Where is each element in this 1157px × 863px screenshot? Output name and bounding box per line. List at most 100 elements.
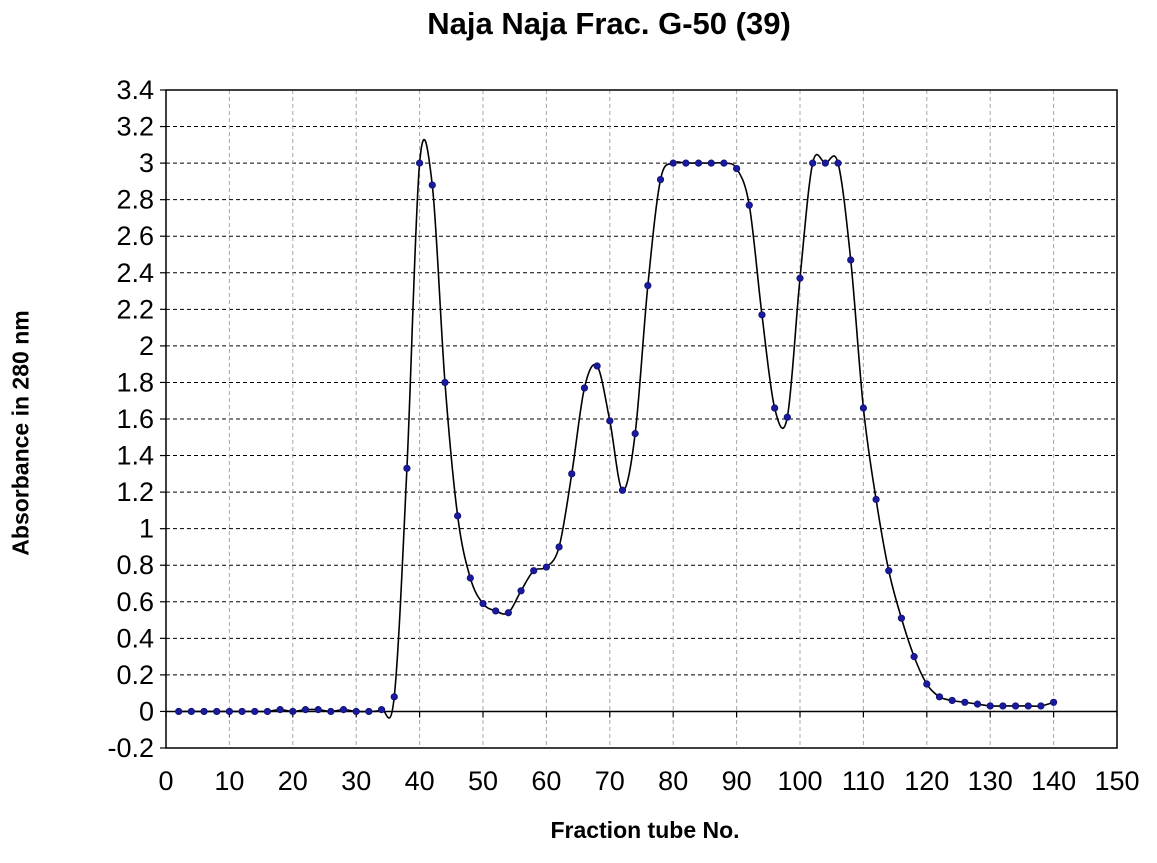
x-tick-label: 10	[214, 766, 244, 796]
series-line-group	[178, 138, 1054, 719]
y-tick-label: 0.4	[116, 623, 154, 653]
data-point	[758, 311, 766, 319]
chart-title: Naja Naja Frac. G-50 (39)	[427, 6, 791, 41]
data-point	[593, 362, 601, 370]
data-point	[251, 707, 259, 716]
y-tick-label: 1	[139, 514, 154, 544]
data-point	[809, 159, 817, 167]
data-point	[897, 614, 906, 622]
data-point	[403, 464, 411, 472]
data-point	[454, 512, 462, 520]
x-tick-label: 130	[968, 766, 1013, 796]
y-tick-label: 0	[139, 696, 154, 726]
data-point	[618, 486, 627, 494]
x-tick-label: 70	[595, 766, 625, 796]
x-tick-label: 120	[904, 766, 949, 796]
data-point	[948, 696, 956, 705]
data-point	[238, 707, 246, 716]
data-point	[415, 159, 424, 167]
y-tick-label: 3	[139, 148, 154, 178]
data-point	[530, 567, 538, 575]
y-tick-label: 1.6	[116, 404, 154, 434]
y-tick-label: 0.6	[116, 587, 154, 617]
data-point	[834, 159, 842, 167]
data-point	[999, 702, 1007, 710]
data-point	[314, 706, 322, 714]
data-point	[935, 693, 944, 701]
data-point	[796, 274, 804, 282]
y-tick-label: 1.8	[116, 367, 154, 397]
x-tick-label: 150	[1094, 766, 1139, 796]
y-tick-label: 1.2	[116, 477, 154, 507]
y-tick-label: 3.4	[116, 75, 154, 105]
x-tick-label: 60	[531, 766, 561, 796]
x-tick-label: 40	[405, 766, 435, 796]
data-point	[694, 159, 703, 167]
data-point	[555, 543, 563, 551]
data-point	[365, 707, 373, 716]
tick-labels: -0.200.20.40.60.811.21.41.61.822.22.42.6…	[107, 75, 1139, 796]
data-point	[771, 404, 779, 412]
data-point	[213, 707, 221, 716]
data-point	[492, 607, 500, 615]
data-point	[1037, 702, 1045, 710]
y-tick-label: 2.6	[116, 221, 154, 251]
data-point	[682, 159, 690, 167]
data-point	[821, 159, 829, 167]
y-tick-label: 0.2	[116, 660, 154, 690]
data-point	[1011, 702, 1020, 710]
data-point	[732, 164, 741, 173]
data-point	[479, 600, 487, 608]
y-tick-label: 2.8	[116, 185, 154, 215]
data-point	[707, 159, 715, 167]
y-tick-label: 0.8	[116, 550, 154, 580]
data-point	[568, 470, 576, 478]
data-point	[352, 707, 360, 716]
y-tick-label: 1.4	[116, 441, 154, 471]
data-point	[669, 159, 677, 167]
y-tick-label: 2.4	[116, 258, 154, 288]
data-point	[542, 563, 551, 571]
data-point	[276, 706, 284, 714]
data-point	[504, 609, 512, 617]
data-point	[377, 706, 386, 714]
data-point	[923, 680, 931, 688]
x-tick-label: 100	[777, 766, 822, 796]
data-point	[187, 707, 195, 716]
grid-lines	[166, 90, 1117, 748]
data-point	[859, 404, 868, 412]
data-point	[973, 700, 982, 708]
data-point	[517, 587, 525, 595]
data-point	[580, 384, 589, 392]
y-tick-label: 2.2	[116, 294, 154, 324]
x-tick-label: 90	[722, 766, 752, 796]
data-point	[606, 417, 614, 425]
data-point	[428, 181, 436, 189]
data-point	[872, 495, 880, 504]
x-tick-label: 110	[842, 766, 885, 796]
y-tick-label: -0.2	[107, 733, 154, 763]
data-point	[961, 698, 969, 706]
data-point	[644, 281, 652, 290]
x-tick-label: 20	[278, 766, 308, 796]
series-line	[178, 138, 1054, 719]
x-tick-label: 140	[1031, 766, 1076, 796]
x-tick-label: 0	[158, 766, 173, 796]
data-point	[656, 175, 665, 184]
data-point	[225, 707, 233, 716]
y-tick-label: 3.2	[116, 112, 154, 142]
data-point	[175, 707, 183, 716]
data-point	[339, 706, 348, 714]
x-axis-label: Fraction tube No.	[550, 817, 740, 843]
data-point	[263, 707, 272, 716]
data-point	[631, 430, 639, 438]
x-tick-label: 30	[341, 766, 371, 796]
y-tick-label: 2	[139, 331, 154, 361]
x-tick-label: 50	[468, 766, 498, 796]
data-point	[1050, 698, 1058, 706]
data-point	[910, 653, 918, 661]
data-point	[885, 567, 893, 575]
data-point	[466, 574, 474, 582]
data-point	[745, 201, 753, 209]
